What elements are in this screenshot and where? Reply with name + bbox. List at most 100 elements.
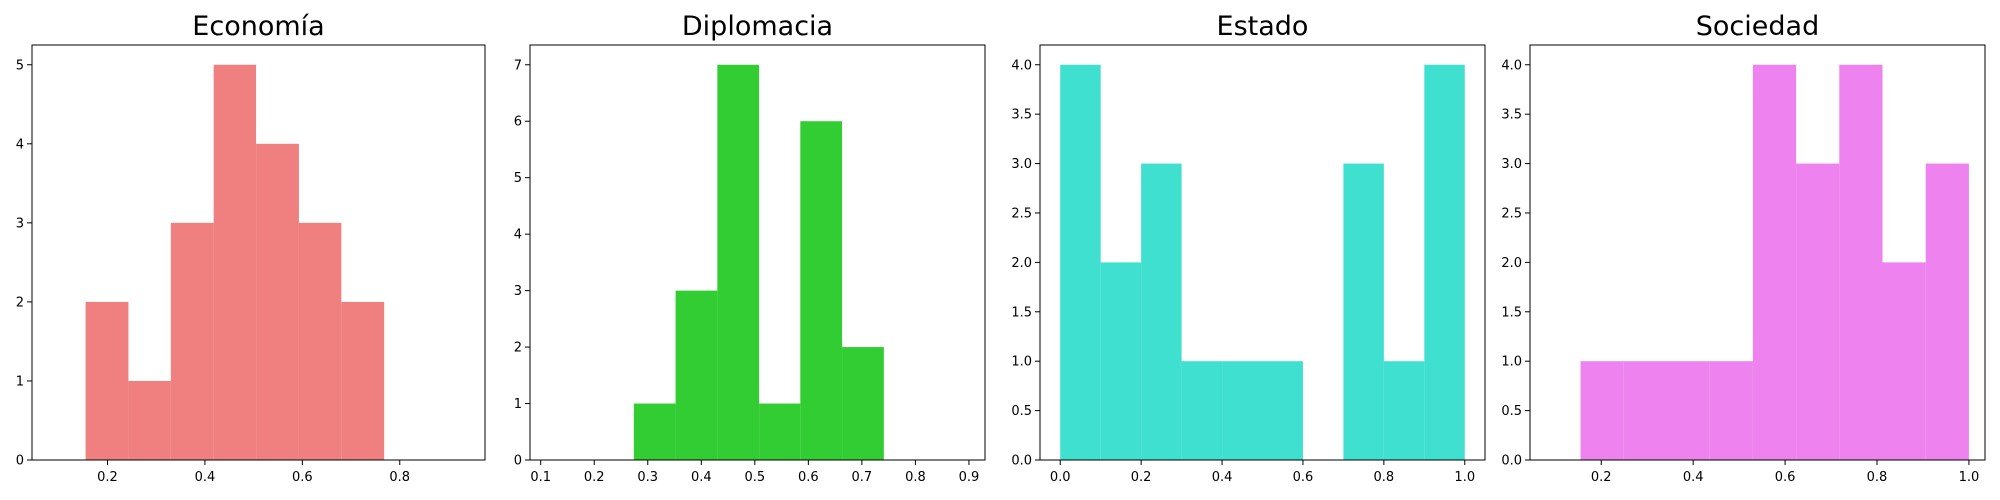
- x-tick-label: 0.8: [905, 470, 926, 485]
- x-tick-label: 0.0: [1050, 470, 1071, 485]
- histogram-bar: [842, 347, 884, 460]
- histogram-bar: [1222, 361, 1263, 460]
- axes-frame: [31, 44, 486, 461]
- y-tick-label: 2: [514, 341, 522, 356]
- histogram-bar: [1262, 361, 1303, 460]
- y-tick-label: 5: [514, 171, 522, 186]
- chart-panel-0: 0.2 0.4 0.6 0.8 0 1 2 3 4 5 Economía: [16, 11, 486, 485]
- y-tick-label: 4.0: [1011, 58, 1032, 73]
- x-tick-label: 0.2: [584, 470, 605, 485]
- histogram-bar: [1839, 64, 1883, 460]
- x-tick-label: 1.0: [1454, 470, 1475, 485]
- histogram-bar: [1752, 64, 1797, 460]
- y-tick-label: 1.5: [1501, 305, 1522, 320]
- x-tick-label: 0.8: [1867, 470, 1888, 485]
- axes-frame: [1039, 44, 1486, 461]
- x-tick-label: 0.4: [195, 470, 216, 485]
- histogram-bar: [341, 301, 385, 460]
- x-tick-label: 0.4: [1683, 470, 1704, 485]
- y-tick-label: 1.0: [1501, 355, 1522, 370]
- y-tick-label: 1: [514, 397, 522, 412]
- y-tick-label: 0.0: [1501, 454, 1522, 469]
- histogram-bar: [1060, 64, 1101, 460]
- chart-title: Estado: [1217, 11, 1309, 42]
- y-tick-label: 4.0: [1501, 58, 1522, 73]
- histogram-bar: [759, 403, 801, 460]
- x-tick-label: 0.1: [530, 470, 551, 485]
- y-tick-label: 0.5: [1501, 404, 1522, 419]
- y-tick-label: 3.0: [1011, 157, 1032, 172]
- x-tick-label: 0.4: [691, 470, 712, 485]
- y-tick-label: 0.5: [1011, 404, 1032, 419]
- histogram-bar: [1666, 361, 1710, 460]
- y-tick-label: 1: [16, 374, 24, 389]
- x-tick-label: 0.7: [852, 470, 873, 485]
- y-tick-label: 4: [514, 228, 522, 243]
- histogram-bar: [128, 380, 171, 460]
- x-tick-label: 0.4: [1212, 470, 1233, 485]
- histogram-bar: [1181, 361, 1223, 460]
- x-tick-label: 0.6: [798, 470, 819, 485]
- histogram-bar: [1343, 163, 1384, 461]
- histogram-bar: [1424, 64, 1465, 460]
- histogram-bar: [1580, 361, 1624, 460]
- histogram-bar: [717, 64, 760, 460]
- x-tick-label: 0.3: [637, 470, 658, 485]
- x-tick-label: 0.2: [97, 470, 118, 485]
- x-tick-label: 0.9: [959, 470, 980, 485]
- y-tick-label: 2.0: [1501, 256, 1522, 271]
- axes-frame: [1529, 44, 1986, 461]
- y-tick-label: 2.5: [1501, 206, 1522, 221]
- histogram-bar: [633, 403, 676, 460]
- y-tick-label: 0: [514, 454, 522, 469]
- y-tick-label: 4: [16, 137, 24, 152]
- y-tick-label: 0: [16, 454, 24, 469]
- y-tick-label: 2.0: [1011, 256, 1032, 271]
- histogram-bar: [1882, 262, 1926, 460]
- histogram-bar: [213, 64, 257, 460]
- histogram-bar: [1623, 361, 1667, 460]
- y-tick-label: 3.5: [1011, 108, 1032, 123]
- x-tick-label: 0.6: [1775, 470, 1796, 485]
- chart-panel-2: 0.0 0.2 0.4 0.6 0.8 1.0 0.0 0.5 1.0 1.5 2.0 2.5 3.0 3…: [1011, 11, 1486, 485]
- histogram-bar: [1796, 163, 1840, 461]
- y-tick-label: 5: [16, 58, 24, 73]
- histogram-bar: [800, 121, 843, 460]
- chart-panel-1: 0.1 0.2 0.3 0.4 0.5 0.6 0.7 0.8 0.9 0 1 2 3 4 5 6 7 Diplo…: [514, 11, 986, 485]
- y-tick-label: 3.0: [1501, 157, 1522, 172]
- histogram-bar: [1709, 361, 1753, 460]
- x-tick-label: 0.8: [389, 470, 410, 485]
- chart-title: Sociedad: [1696, 11, 1819, 42]
- histogram-bar: [1100, 262, 1142, 460]
- x-tick-label: 0.6: [1293, 470, 1314, 485]
- histogram-bar: [170, 222, 214, 460]
- x-tick-label: 0.5: [744, 470, 765, 485]
- y-tick-label: 1.0: [1011, 355, 1032, 370]
- histogram-bar: [675, 290, 718, 460]
- y-tick-label: 3.5: [1501, 108, 1522, 123]
- histogram-bar: [85, 301, 129, 460]
- chart-panel-3: 0.2 0.4 0.6 0.8 1.0 0.0 0.5 1.0 1.5 2.0 2.5 3.0 3.5 4…: [1501, 11, 1986, 485]
- y-tick-label: 3: [16, 216, 24, 231]
- histogram-bar: [256, 143, 299, 461]
- x-tick-label: 0.8: [1374, 470, 1395, 485]
- chart-title: Economía: [192, 11, 324, 42]
- y-tick-label: 6: [514, 115, 522, 130]
- x-tick-label: 1.0: [1959, 470, 1980, 485]
- x-tick-label: 0.2: [1591, 470, 1612, 485]
- y-tick-label: 1.5: [1011, 305, 1032, 320]
- y-tick-label: 2.5: [1011, 206, 1032, 221]
- y-tick-label: 2: [16, 295, 24, 310]
- y-tick-label: 0.0: [1011, 454, 1032, 469]
- histogram-bar: [1141, 163, 1182, 461]
- x-tick-label: 0.6: [292, 470, 313, 485]
- histogram-bar: [1383, 361, 1425, 460]
- x-tick-label: 0.2: [1131, 470, 1152, 485]
- chart-title: Diplomacia: [682, 11, 833, 42]
- y-tick-label: 7: [514, 58, 522, 73]
- axes-frame: [529, 44, 986, 461]
- y-tick-label: 3: [514, 284, 522, 299]
- histogram-bar: [298, 222, 342, 460]
- histogram-bar: [1925, 163, 1969, 461]
